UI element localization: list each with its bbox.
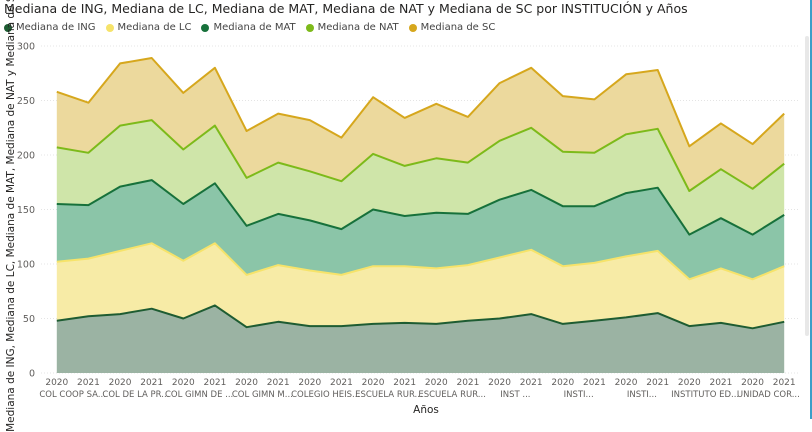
legend-label-nat: Mediana de NAT [317,22,399,33]
chart-title: Mediana de ING, Mediana de LC, Mediana d… [4,1,688,16]
x-tick-label: 2021 [140,378,163,388]
x-tick-label: 2020 [678,378,701,388]
x-tick-label: 2020 [488,378,511,388]
x-tick-label: 2020 [45,378,68,388]
x-group-label: COL DE LA PR... [102,390,169,400]
series-line-1[interactable] [56,304,785,330]
area-2 [56,243,785,329]
x-group-label: COL COOP SA... [39,390,106,400]
x-tick-label: 2020 [741,378,764,388]
legend-marker-sc [408,23,417,32]
x-tick-label: 2020 [362,378,385,388]
x-group-label: COLEGIO HEIS... [291,390,360,400]
legend-item-lc[interactable]: Mediana de LC [105,22,192,33]
x-tick-label: 2020 [172,378,195,388]
x-tick-label: 2020 [235,378,258,388]
x-tick-label: 2021 [773,378,796,388]
legend-label-ing: Mediana de ING [16,22,96,33]
chart-plot-area: 0 50 100 150 200 250 300 2020 2021 2020 2021 2020 20… [17,42,800,400]
series-line-3[interactable] [56,179,785,236]
x-axis-title: Años [413,404,439,416]
x-tick-label: 2021 [456,378,479,388]
legend-marker-nat [305,23,314,32]
chart-legend: Mediana de ING Mediana de LC Mediana de … [4,22,505,33]
x-tick-label: 2021 [583,378,606,388]
x-group-label: ESCUELA RUR... [355,390,423,400]
x-group-label: INST ... [500,390,530,400]
x-tick-label: 2021 [203,378,226,388]
x-group-label: ESCUELA RUR... [418,390,486,400]
series-line-2[interactable] [56,242,785,281]
legend-item-ing[interactable]: Mediana de ING [4,22,96,33]
series-line-4[interactable] [56,119,785,192]
x-group-label: COL GIMN M... [232,390,293,400]
x-tick-label: 2020 [425,378,448,388]
x-tick-label: 2020 [551,378,574,388]
x-tick-label: 2021 [77,378,100,388]
x-tick-label: 2020 [298,378,321,388]
x-tick-label: 2021 [520,378,543,388]
x-group-label: INSTITUTO ED... [671,390,739,400]
legend-item-mat[interactable]: Mediana de MAT [201,22,296,33]
x-group-label: INSTI... [627,390,657,400]
y-tick-label: 250 [17,96,35,107]
y-tick-label: 0 [29,369,35,380]
y-tick-label: 200 [17,151,35,162]
x-tick-label: 2021 [393,378,416,388]
y-tick-label: 300 [17,42,35,53]
x-tick-label: 2021 [267,378,290,388]
area-3 [56,180,785,280]
legend-label-sc: Mediana de SC [420,22,496,33]
visual-border [810,0,812,419]
series-line-5[interactable] [56,57,785,148]
vertical-scrollbar[interactable] [805,36,809,336]
legend-marker-mat [201,23,210,32]
legend-label-mat: Mediana de MAT [213,22,296,33]
x-group-label: UNIDAD COR... [737,390,800,400]
legend-label-lc: Mediana de LC [117,22,192,33]
legend-marker-lc [105,23,114,32]
y-tick-label: 50 [23,314,35,325]
x-tick-label: 2021 [330,378,353,388]
y-tick-label: 100 [17,260,35,271]
legend-item-nat[interactable]: Mediana de NAT [305,22,399,33]
x-tick-label: 2020 [109,378,132,388]
x-group-label: COL GIMN DE ... [165,390,233,400]
x-tick-label: 2021 [709,378,732,388]
x-group-label: INSTI... [564,390,594,400]
area-5 [56,58,785,191]
legend-item-sc[interactable]: Mediana de SC [408,22,496,33]
x-tick-label: 2021 [646,378,669,388]
x-tick-label: 2020 [615,378,638,388]
legend-marker-ing [4,23,12,32]
y-tick-label: 150 [17,205,35,216]
